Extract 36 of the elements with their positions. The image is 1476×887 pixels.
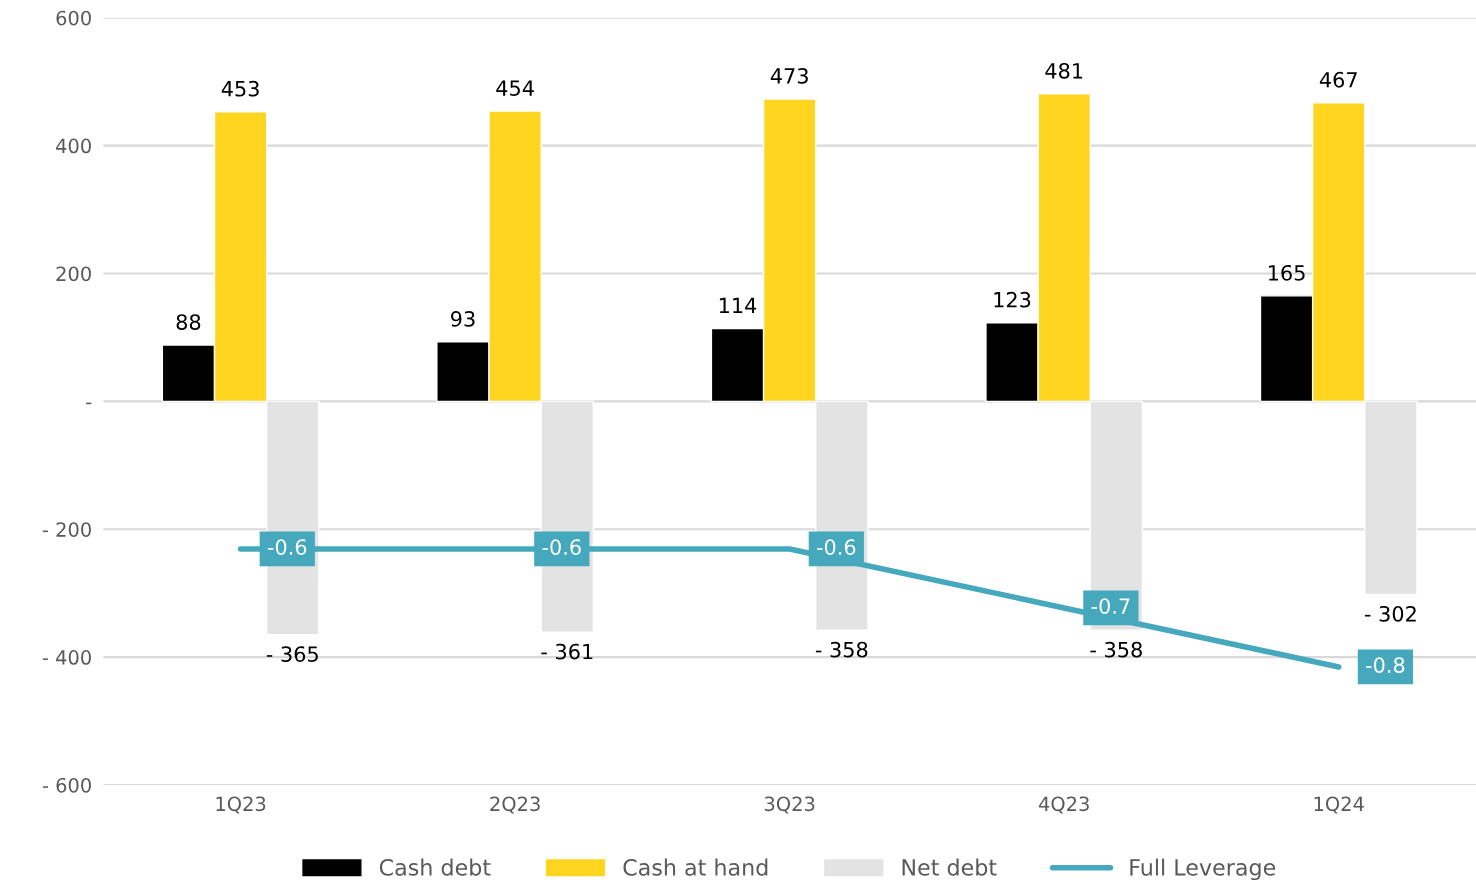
y-tick-label: - xyxy=(86,402,92,405)
x-tick-label: 1Q23 xyxy=(216,796,266,814)
y-tick-label: - 200 xyxy=(42,522,91,537)
data-label: -0.6 xyxy=(542,539,581,555)
data-label: - 358 xyxy=(815,641,868,658)
data-label: 481 xyxy=(1045,62,1083,79)
legend-label: Cash at hand xyxy=(623,858,768,876)
data-label: 123 xyxy=(994,291,1031,308)
data-label: - 361 xyxy=(541,643,593,660)
data-label: 473 xyxy=(770,68,808,84)
y-tick-label: 600 xyxy=(56,10,91,26)
legend-label: Net debt xyxy=(902,858,997,876)
legend-label: Full Leverage xyxy=(1130,858,1276,881)
x-tick-label: 1Q24 xyxy=(1314,796,1364,814)
data-label: -0.7 xyxy=(1091,598,1130,614)
x-tick-label: 4Q23 xyxy=(1038,796,1089,814)
y-tick-label: - 400 xyxy=(42,650,91,665)
data-label: -0.8 xyxy=(1366,657,1405,673)
x-tick-label: 2Q23 xyxy=(490,796,540,814)
data-label: 467 xyxy=(1319,71,1357,88)
data-label: - 302 xyxy=(1364,605,1416,622)
x-tick-label: 3Q23 xyxy=(764,796,815,814)
data-label: 453 xyxy=(221,80,259,97)
data-label: 165 xyxy=(1268,264,1305,281)
data-label: 114 xyxy=(719,297,757,314)
data-label: -0.6 xyxy=(267,539,307,555)
data-label: 88 xyxy=(176,314,201,330)
data-label: - 365 xyxy=(266,646,318,662)
data-label: 454 xyxy=(496,80,534,96)
y-tick-label: - 600 xyxy=(42,777,91,793)
data-label: -0.6 xyxy=(817,539,856,555)
y-tick-label: 400 xyxy=(56,138,91,154)
data-label: 93 xyxy=(451,311,475,327)
y-tick-label: 200 xyxy=(56,266,91,282)
data-label: - 358 xyxy=(1090,641,1142,658)
legend-label: Cash debt xyxy=(379,858,491,876)
